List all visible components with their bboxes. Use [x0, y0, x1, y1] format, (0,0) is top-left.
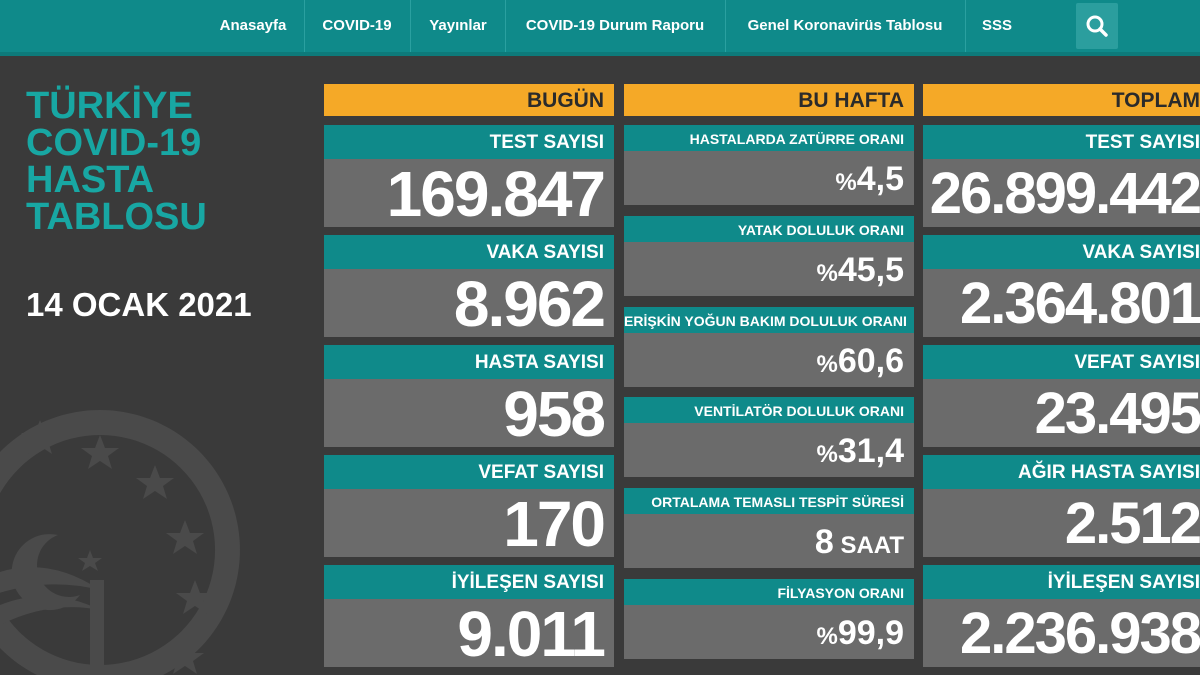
stat-card-week-yogun-bakim: ERİŞKİN YOĞUN BAKIM DOLULUK ORANI %60,6	[624, 307, 914, 387]
stat-label: VAKA SAYISI	[923, 235, 1200, 269]
stat-card-total-vefat: VEFAT SAYISI 23.495	[923, 345, 1200, 447]
stat-number: 4,5	[856, 160, 904, 198]
percent-sign: %	[816, 623, 838, 650]
percent-sign: %	[816, 441, 838, 468]
stat-label: HASTA SAYISI	[324, 345, 614, 379]
percent-sign: %	[816, 351, 838, 378]
stat-card-today-hasta: HASTA SAYISI 958	[324, 345, 614, 449]
percent-sign: %	[835, 169, 857, 196]
stat-value: %31,4	[624, 423, 914, 477]
stat-value: 2.236.938	[923, 599, 1200, 667]
nav-divider	[505, 0, 506, 52]
stat-card-week-temasli-sure: ORTALAMA TEMASLI TESPİT SÜRESİ 8 SAAT	[624, 488, 914, 568]
stat-value: 169.847	[324, 159, 614, 229]
stat-number: 45,5	[837, 251, 904, 289]
stat-label: FİLYASYON ORANI	[624, 579, 914, 605]
title-line: COVID-19	[26, 122, 202, 164]
stat-card-week-zaturre: HASTALARDA ZATÜRRE ORANI %4,5	[624, 125, 914, 205]
stat-label: AĞIR HASTA SAYISI	[923, 455, 1200, 489]
nav-item-sss[interactable]: SSS	[981, 17, 1012, 34]
stat-label: İYİLEŞEN SAYISI	[923, 565, 1200, 599]
nav-divider	[410, 0, 411, 52]
stat-card-week-filyasyon: FİLYASYON ORANI %99,9	[624, 579, 914, 659]
column-header-week: BU HAFTA	[624, 84, 914, 116]
nav-divider	[965, 0, 966, 52]
stat-value: 23.495	[923, 379, 1200, 447]
stat-label: ORTALAMA TEMASLI TESPİT SÜRESİ	[624, 488, 914, 514]
stat-label: VENTİLATÖR DOLULUK ORANI	[624, 397, 914, 423]
stat-card-today-test: TEST SAYISI 169.847	[324, 125, 614, 229]
stat-label: İYİLEŞEN SAYISI	[324, 565, 614, 599]
search-icon	[1086, 15, 1108, 37]
stat-label: TEST SAYISI	[324, 125, 614, 159]
search-button[interactable]	[1076, 3, 1118, 49]
title-line: TÜRKİYE	[26, 85, 193, 127]
nav-item-durum-raporu[interactable]: COVID-19 Durum Raporu	[525, 17, 705, 34]
title-line: TABLOSU	[26, 196, 207, 238]
nav-underline	[0, 52, 1200, 56]
stat-value: 958	[324, 379, 614, 449]
stat-value: 26.899.442	[923, 159, 1200, 227]
stat-value: 8.962	[324, 269, 614, 339]
stat-value: %99,9	[624, 605, 914, 659]
stat-card-today-vaka: VAKA SAYISI 8.962	[324, 235, 614, 339]
report-date: 14 OCAK 2021	[26, 286, 252, 323]
stat-value: 2.512	[923, 489, 1200, 557]
nav-item-covid19[interactable]: COVID-19	[322, 17, 392, 34]
stat-number: 8	[814, 523, 834, 561]
percent-sign: %	[816, 260, 838, 287]
stat-card-week-ventilator: VENTİLATÖR DOLULUK ORANI %31,4	[624, 397, 914, 477]
nav-item-koronavirus-tablosu[interactable]: Genel Koronavirüs Tablosu	[747, 17, 943, 34]
title-line: HASTA	[26, 159, 155, 201]
column-header-today: BUGÜN	[324, 84, 614, 116]
stat-label: VEFAT SAYISI	[324, 455, 614, 489]
stat-number: 60,6	[837, 342, 904, 380]
stat-label: HASTALARDA ZATÜRRE ORANI	[624, 125, 914, 151]
stat-label: YATAK DOLULUK ORANI	[624, 216, 914, 242]
top-navigation: Anasayfa COVID-19 Yayınlar COVID-19 Duru…	[0, 0, 1200, 56]
stat-value: %45,5	[624, 242, 914, 296]
nav-divider	[304, 0, 305, 52]
unit-label: SAAT	[833, 532, 904, 559]
column-header-total: TOPLAM	[923, 84, 1200, 116]
stat-value: %60,6	[624, 333, 914, 387]
stat-card-total-test: TEST SAYISI 26.899.442	[923, 125, 1200, 227]
stat-value: 9.011	[324, 599, 614, 669]
nav-item-yayinlar[interactable]: Yayınlar	[429, 17, 487, 34]
nav-divider	[725, 0, 726, 52]
stat-label: VEFAT SAYISI	[923, 345, 1200, 379]
nav-item-anasayfa[interactable]: Anasayfa	[219, 17, 287, 34]
stat-label: TEST SAYISI	[923, 125, 1200, 159]
stat-card-week-yatak: YATAK DOLULUK ORANI %45,5	[624, 216, 914, 296]
stat-card-today-vefat: VEFAT SAYISI 170	[324, 455, 614, 559]
stat-label: VAKA SAYISI	[324, 235, 614, 269]
stat-value: 2.364.801	[923, 269, 1200, 337]
stat-value: %4,5	[624, 151, 914, 205]
stat-card-today-iyilesen: İYİLEŞEN SAYISI 9.011	[324, 565, 614, 669]
stat-value: 8 SAAT	[624, 514, 914, 568]
ministry-emblem-icon	[0, 410, 240, 675]
stat-number: 99,9	[837, 614, 904, 652]
stat-number: 31,4	[837, 432, 904, 470]
stat-card-total-iyilesen: İYİLEŞEN SAYISI 2.236.938	[923, 565, 1200, 667]
stat-card-total-vaka: VAKA SAYISI 2.364.801	[923, 235, 1200, 337]
stat-value: 170	[324, 489, 614, 559]
stat-card-total-agir-hasta: AĞIR HASTA SAYISI 2.512	[923, 455, 1200, 557]
stat-label: ERİŞKİN YOĞUN BAKIM DOLULUK ORANI	[624, 307, 914, 333]
page-title: TÜRKİYE COVID-19 HASTA TABLOSU	[26, 85, 207, 238]
